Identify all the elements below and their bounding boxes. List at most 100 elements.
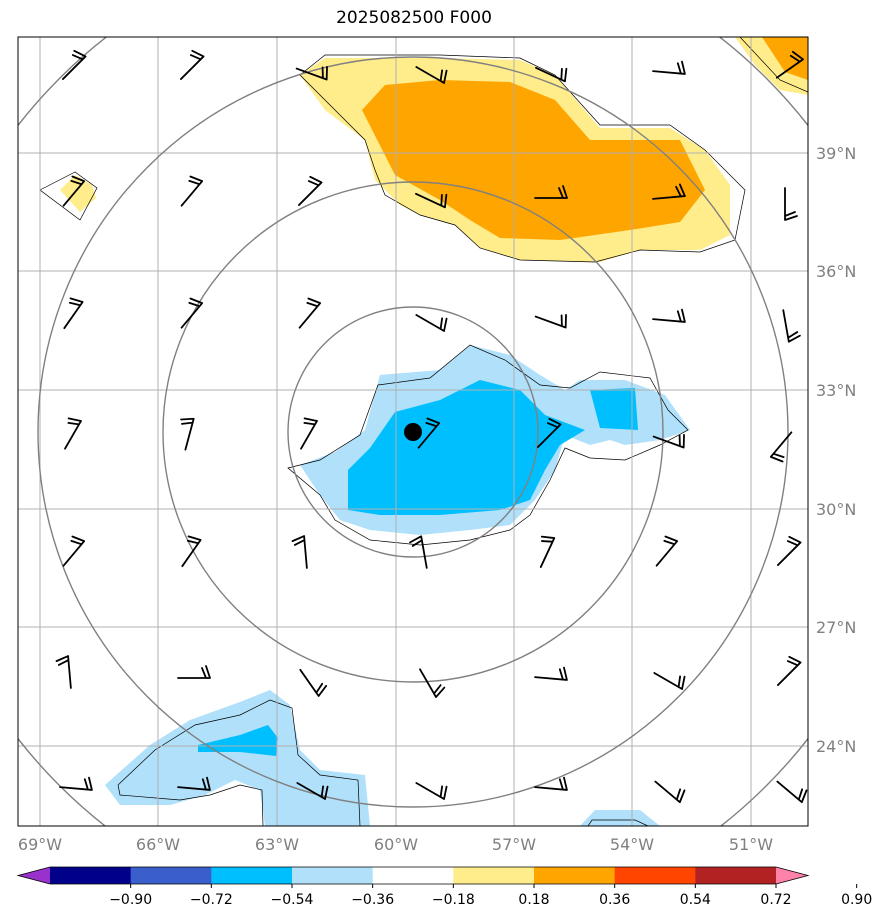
- wind-barb: [64, 417, 82, 450]
- longitude-labels: 69°W 66°W 63°W 60°W 57°W 54°W 51°W: [18, 835, 773, 854]
- lat-label: 36°N: [816, 262, 856, 281]
- wind-barb: [652, 433, 685, 449]
- colorbar-tick-label: −0.90: [109, 892, 152, 908]
- wind-barb: [652, 308, 686, 323]
- wind-barb: [415, 314, 448, 332]
- wind-barbs: [55, 49, 808, 804]
- colorbar-extend-high: [776, 867, 808, 884]
- wind-barb: [417, 417, 441, 449]
- lat-label: 30°N: [816, 500, 856, 519]
- wind-barb: [655, 535, 679, 567]
- wind-barb: [298, 297, 322, 329]
- wind-barb: [181, 535, 202, 568]
- graticule: [18, 37, 808, 826]
- colorbar-segment: [695, 867, 777, 884]
- wind-barb: [653, 672, 686, 690]
- colorbar-tick-label: 0.72: [760, 892, 791, 908]
- wind-barb: [295, 65, 328, 81]
- lon-label: 51°W: [729, 835, 773, 854]
- colorbar-tick-label: −0.54: [271, 892, 314, 908]
- latitude-labels: 39°N 36°N 33°N 30°N 27°N 24°N: [816, 144, 856, 756]
- colorbar-segment: [614, 867, 696, 884]
- wind-barb: [539, 535, 556, 568]
- colorbar-segment: [130, 867, 212, 884]
- wind-barb: [776, 780, 808, 804]
- colorbar-tick-label: 0.36: [599, 892, 630, 908]
- colorbar-tick-label: −0.36: [351, 892, 394, 908]
- colorbar-tick-label: −0.72: [190, 892, 233, 908]
- wind-barb: [291, 535, 308, 569]
- wind-barb: [654, 780, 686, 804]
- wind-barb: [534, 185, 568, 199]
- wind-barb: [62, 175, 86, 207]
- wind-barb: [535, 66, 568, 83]
- colorbar-segment: [453, 867, 535, 884]
- colorbar-segment: [372, 867, 454, 884]
- wind-barb: [180, 297, 204, 329]
- colorbar-tick-label: 0.54: [680, 892, 711, 908]
- wind-barb: [415, 782, 448, 800]
- wind-barb: [62, 535, 86, 567]
- wind-barb: [534, 666, 568, 681]
- colorbar-tick-label: −0.18: [432, 892, 475, 908]
- wind-barb: [300, 417, 318, 450]
- positive-anomaly-corner: [735, 37, 808, 95]
- wind-barb: [782, 309, 801, 343]
- lon-label: 60°W: [374, 835, 418, 854]
- lat-label: 39°N: [816, 144, 856, 163]
- wind-barb: [63, 297, 84, 330]
- wind-barb: [534, 313, 567, 329]
- wind-barb: [55, 655, 72, 689]
- colorbar-segment: [50, 867, 132, 884]
- wind-barb: [784, 187, 798, 221]
- lat-label: 33°N: [816, 381, 856, 400]
- positive-anomaly-small: [39, 171, 98, 221]
- wind-barb: [298, 175, 323, 206]
- colorbar: −0.90 −0.72 −0.54 −0.36 −0.18 0.18 0.36 0.54 0.7…: [16, 866, 872, 908]
- wind-barb: [299, 668, 328, 697]
- wind-barb: [180, 417, 195, 451]
- wind-barb: [652, 60, 686, 75]
- wind-barb: [62, 49, 87, 80]
- wind-barb: [777, 535, 802, 566]
- positive-anomaly-north: [299, 54, 746, 263]
- wind-barb: [775, 50, 804, 79]
- wind-barb: [180, 175, 204, 207]
- colorbar-segment: [211, 867, 293, 884]
- wind-barb: [419, 668, 446, 698]
- wind-barb: [652, 183, 686, 200]
- negative-anomaly-southwest: [105, 690, 660, 826]
- wind-barb: [180, 49, 205, 80]
- wind-barb: [177, 665, 211, 679]
- lon-label: 63°W: [255, 835, 299, 854]
- wind-barb: [769, 431, 793, 463]
- storm-center-marker: [404, 423, 422, 441]
- wind-barb: [537, 417, 562, 448]
- wind-barb: [59, 776, 93, 791]
- colorbar-tick-label: 0.18: [518, 892, 549, 908]
- lat-label: 24°N: [816, 737, 856, 756]
- wind-barb: [415, 192, 448, 209]
- colorbar-extend-low: [18, 867, 50, 884]
- colorbar-segment: [292, 867, 374, 884]
- lon-label: 57°W: [492, 835, 536, 854]
- wind-barb: [409, 535, 428, 569]
- lon-label: 69°W: [18, 835, 62, 854]
- wind-barb: [296, 782, 329, 800]
- wind-barb: [534, 776, 568, 791]
- wind-barb: [415, 66, 448, 84]
- map-frame: [17, 36, 809, 827]
- colorbar-tick-label: 0.90: [841, 892, 872, 908]
- map-title: 2025082500 F000: [336, 8, 492, 28]
- lon-label: 66°W: [136, 835, 180, 854]
- lon-label: 54°W: [610, 835, 654, 854]
- lat-label: 27°N: [816, 618, 856, 637]
- negative-anomaly-center: [287, 344, 690, 546]
- colorbar-outline: [16, 866, 810, 885]
- wind-barb: [777, 655, 802, 686]
- wind-barb: [177, 776, 211, 791]
- colorbar-segment: [534, 867, 616, 884]
